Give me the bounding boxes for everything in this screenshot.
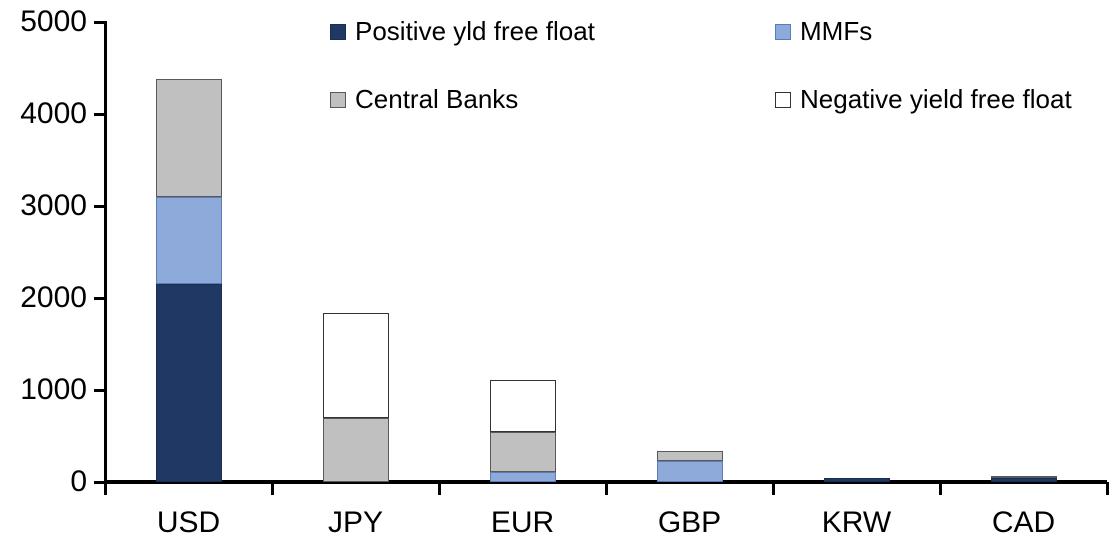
legend-item-negative-yield-free-float: Negative yield free float — [775, 84, 1072, 115]
bar-segment-usd — [155, 284, 222, 482]
x-axis-tick — [938, 482, 942, 495]
y-axis-tick — [94, 481, 104, 484]
x-axis-tick — [103, 482, 107, 495]
x-axis-tick — [1105, 482, 1109, 495]
bar-segment-jpy — [322, 312, 389, 418]
y-axis-tick-label: 0 — [70, 465, 87, 498]
bar-segment-gbp — [656, 451, 723, 461]
bar-segment-eur — [489, 379, 556, 432]
y-axis-tick — [94, 113, 104, 116]
legend-swatch-positive-yld-free-float — [330, 23, 346, 40]
y-axis-tick — [94, 389, 104, 392]
x-axis-category-label: EUR — [490, 506, 555, 539]
legend-item-positive-yld-free-float: Positive yld free float — [330, 16, 595, 47]
bar-segment-eur — [489, 471, 556, 482]
y-axis-tick-label: 5000 — [20, 5, 87, 38]
y-axis-tick — [94, 297, 104, 300]
x-axis-category-label: CAD — [991, 506, 1056, 539]
y-axis-tick-label: 4000 — [20, 97, 87, 130]
legend-item-central-banks: Central Banks — [330, 84, 518, 115]
legend-label-central-banks: Central Banks — [355, 84, 519, 114]
bar-segment-jpy — [322, 417, 389, 482]
x-axis-tick — [604, 482, 608, 495]
y-axis-line — [104, 21, 107, 484]
legend-label-positive-yld-free-float: Positive yld free float — [355, 16, 595, 46]
y-axis-tick — [94, 21, 104, 24]
x-axis-category-label: JPY — [327, 506, 384, 539]
bar-segment-usd — [155, 196, 222, 285]
bar-segment-gbp — [656, 460, 723, 482]
legend-swatch-central-banks — [330, 91, 346, 108]
bar-segment-eur — [489, 431, 556, 472]
bar-segment-krw — [823, 478, 890, 482]
legend-item-mmfs: MMFs — [775, 16, 872, 47]
legend-label-mmfs: MMFs — [800, 16, 873, 46]
legend-swatch-mmfs — [775, 23, 791, 40]
x-axis-tick — [270, 482, 274, 495]
x-axis-tick — [771, 482, 775, 495]
x-axis-category-label: KRW — [821, 506, 892, 539]
bar-segment-cad — [990, 478, 1057, 482]
legend-label-negative-yield-free-float: Negative yield free float — [800, 84, 1072, 114]
x-axis-category-label: USD — [156, 506, 221, 539]
x-axis-category-label: GBP — [657, 506, 722, 539]
y-axis-tick-label: 2000 — [20, 281, 87, 314]
bar-segment-cad — [990, 476, 1057, 479]
legend-swatch-negative-yield-free-float — [775, 91, 791, 108]
y-axis-tick-label: 3000 — [20, 189, 87, 222]
y-axis-tick — [94, 205, 104, 208]
bar-segment-usd — [155, 79, 222, 197]
x-axis-tick — [437, 482, 441, 495]
y-axis-tick-label: 1000 — [20, 373, 87, 406]
